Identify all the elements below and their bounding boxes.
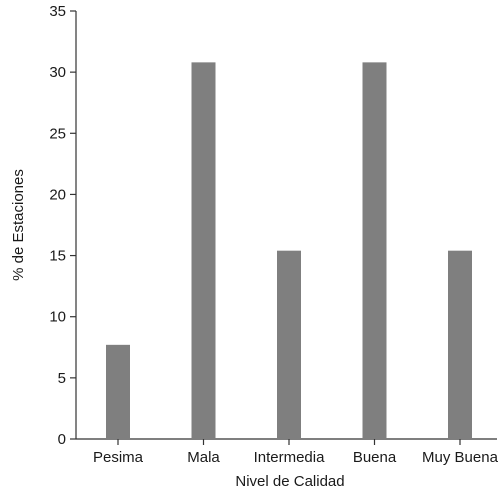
y-tick-label: 20: [49, 186, 66, 203]
bars-group: [106, 62, 472, 440]
x-tick-label: Mala: [187, 449, 220, 466]
y-tick-label: 15: [49, 248, 66, 265]
x-tick-label: Buena: [353, 449, 397, 466]
y-tick-label: 5: [58, 370, 66, 387]
x-tick-label: Intermedia: [254, 449, 326, 466]
x-tick-label: Muy Buena: [422, 449, 499, 466]
y-axis-title: % de Estaciones: [10, 169, 27, 281]
bar-pesima: [106, 344, 130, 439]
bar-mala: [191, 62, 216, 440]
bar-intermedia: [277, 250, 301, 439]
y-tick-label: 10: [49, 309, 66, 326]
y-tick-label: 30: [49, 64, 66, 81]
y-tick-label: 0: [58, 431, 66, 448]
x-tick-label: Pesima: [93, 449, 144, 466]
y-tick-label: 25: [49, 125, 66, 142]
bar-muy-buena: [448, 250, 472, 439]
y-tick-label: 35: [49, 3, 66, 20]
bar-buena: [362, 62, 387, 440]
x-axis-ticks: Pesima Mala Intermedia Buena Muy Buena: [93, 439, 499, 466]
x-axis-title: Nivel de Calidad: [235, 473, 344, 490]
y-axis-ticks: 0 5 10 15 20 25 30 35: [49, 3, 76, 448]
